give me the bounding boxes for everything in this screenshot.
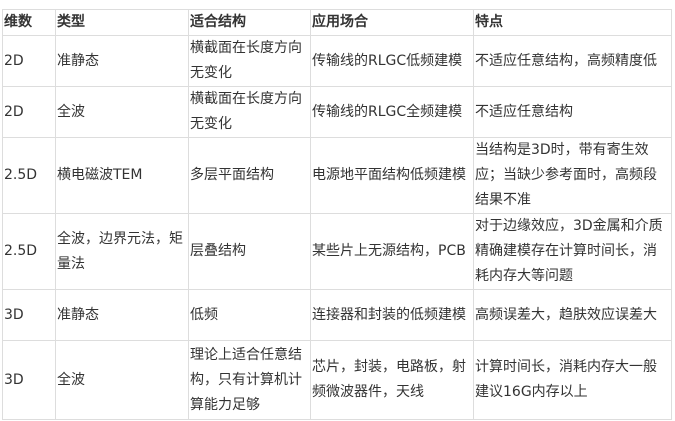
cell-application: 电源地平面结构低频建模 [310,137,474,214]
cell-structure: 横截面在长度方向无变化 [188,35,311,87]
cell-structure: 层叠结构 [188,213,311,290]
cell-dimension: 2.5D [2,213,56,290]
table-row: 2.5D 全波，边界元法，矩量法 层叠结构 某些片上无源结构，PCB 对于边缘效… [2,213,672,290]
cell-type: 全波 [55,340,189,420]
cell-structure: 多层平面结构 [188,137,311,214]
table-row: 3D 准静态 低频 连接器和封装的低频建模 高频误差大，趋肤效应误差大 [2,289,672,341]
cell-dimension: 2D [2,86,56,138]
header-features: 特点 [473,9,672,36]
cell-features: 不适应任意结构 [473,86,672,138]
header-type: 类型 [55,9,189,36]
cell-dimension: 2.5D [2,137,56,214]
cell-type: 全波，边界元法，矩量法 [55,213,189,290]
table-row: 2D 准静态 横截面在长度方向无变化 传输线的RLGC低频建模 不适应任意结构，… [2,35,672,87]
comparison-table: 维数 类型 适合结构 应用场合 特点 2D 准静态 横截面在长度方向无变化 传输… [2,9,672,420]
header-row: 维数 类型 适合结构 应用场合 特点 [2,9,672,36]
table-row: 3D 全波 理论上适合任意结构，只有计算机计算能力足够 芯片，封装，电路板，射频… [2,340,672,420]
cell-application: 某些片上无源结构，PCB [310,213,474,290]
cell-dimension: 3D [2,340,56,420]
header-application: 应用场合 [310,9,474,36]
cell-application: 传输线的RLGC低频建模 [310,35,474,87]
cell-features: 当结构是3D时，带有寄生效应；当缺少参考面时，高频段结果不准 [473,137,672,214]
table-row: 2D 全波 横截面在长度方向无变化 传输线的RLGC全频建模 不适应任意结构 [2,86,672,138]
cell-dimension: 2D [2,35,56,87]
cell-dimension: 3D [2,289,56,341]
cell-structure: 横截面在长度方向无变化 [188,86,311,138]
cell-application: 芯片，封装，电路板，射频微波器件，天线 [310,340,474,420]
cell-features: 对于边缘效应，3D金属和介质精确建模存在计算时间长，消耗内存大等问题 [473,213,672,290]
cell-features: 计算时间长，消耗内存大一般建议16G内存以上 [473,340,672,420]
cell-structure: 低频 [188,289,311,341]
cell-application: 连接器和封装的低频建模 [310,289,474,341]
cell-features: 不适应任意结构，高频精度低 [473,35,672,87]
cell-application: 传输线的RLGC全频建模 [310,86,474,138]
header-structure: 适合结构 [188,9,311,36]
cell-type: 准静态 [55,35,189,87]
cell-features: 高频误差大，趋肤效应误差大 [473,289,672,341]
cell-structure: 理论上适合任意结构，只有计算机计算能力足够 [188,340,311,420]
cell-type: 全波 [55,86,189,138]
header-dimension: 维数 [2,9,56,36]
table-row: 2.5D 横电磁波TEM 多层平面结构 电源地平面结构低频建模 当结构是3D时，… [2,137,672,214]
cell-type: 横电磁波TEM [55,137,189,214]
cell-type: 准静态 [55,289,189,341]
